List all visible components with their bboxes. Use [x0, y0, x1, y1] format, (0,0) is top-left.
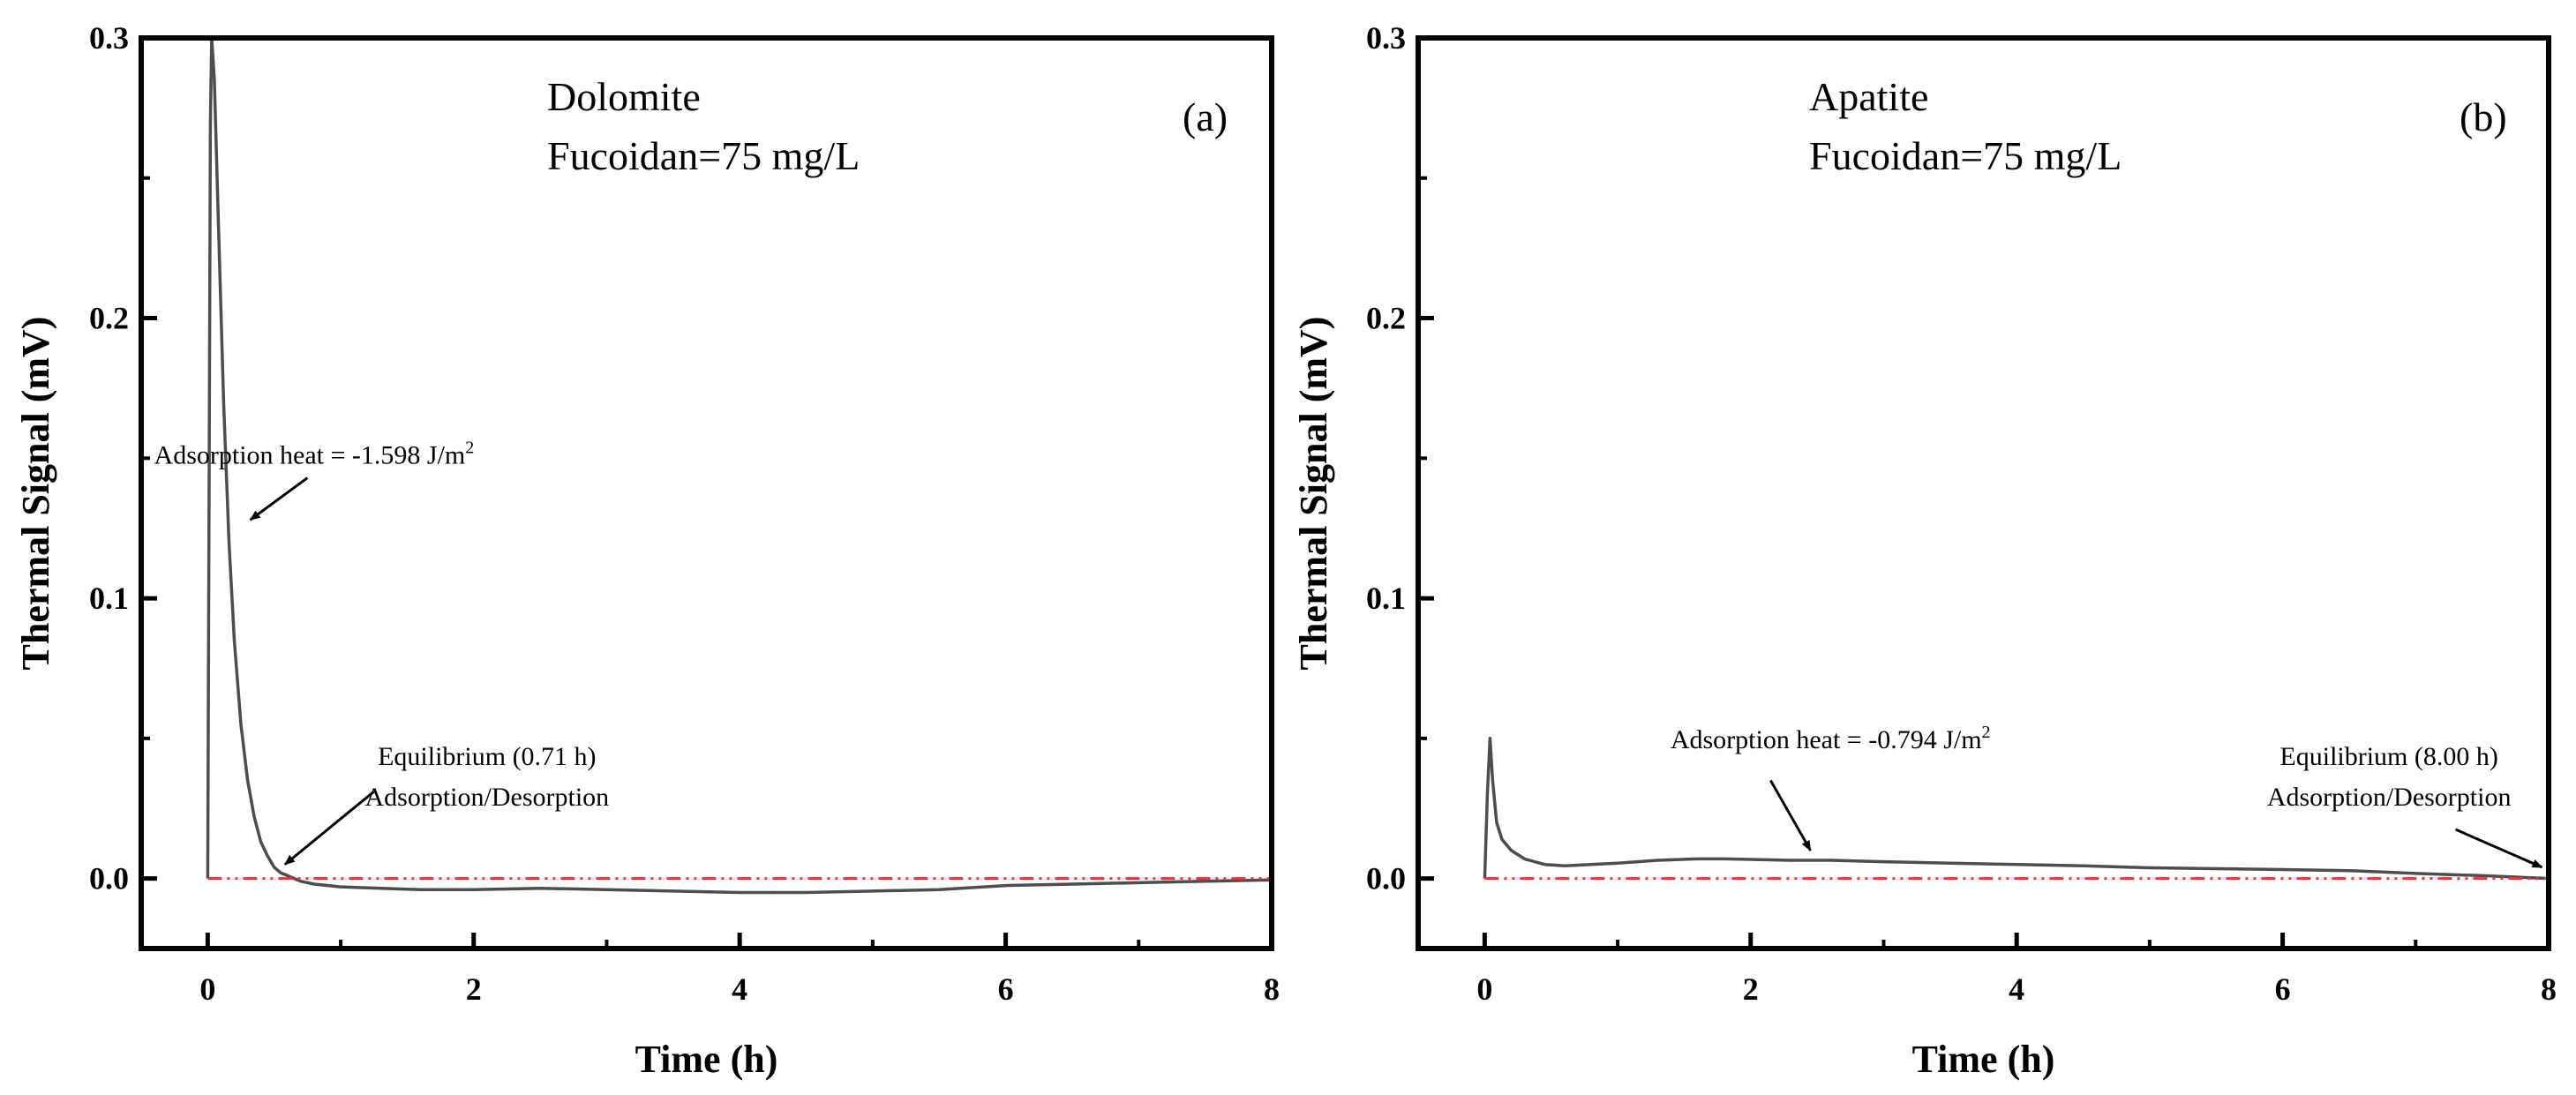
- concentration-label: Fucoidan=75 mg/L: [1809, 133, 2122, 178]
- x-tick-label: 8: [1264, 971, 1280, 1007]
- plot-frame: [1416, 35, 2551, 951]
- plot-frame: [139, 35, 1274, 951]
- x-tick-label: 0: [1476, 971, 1492, 1007]
- panel-b: 0 2 4 6 8 0.0 0.1 0.2 0.3 Time (h) Thermal Signal …: [1292, 20, 2557, 1081]
- annotation-text: Equilibrium (8.00 h): [2279, 742, 2497, 771]
- x-tick-label: 4: [732, 971, 747, 1007]
- x-tick-label: 6: [2275, 971, 2291, 1007]
- x-axis-title: Time (h): [1912, 1038, 2055, 1081]
- y-tick-label: 0.1: [1366, 581, 1406, 616]
- x-tick-label: 6: [998, 971, 1014, 1007]
- thermal-signal-line: [206, 36, 1273, 895]
- y-tick-label: 0.0: [1366, 861, 1406, 896]
- annotation-arrow: [249, 476, 309, 521]
- annotation-arrow: [1769, 779, 1812, 851]
- annotation-text: Adsorption heat = -1.598 J/m2: [154, 439, 475, 470]
- y-tick-label: 0.2: [89, 301, 129, 336]
- mineral-label: Apatite: [1809, 74, 1928, 119]
- y-tick-label: 0.2: [1366, 301, 1406, 336]
- panel-label: (a): [1183, 94, 1228, 139]
- panel-label: (b): [2460, 94, 2507, 139]
- concentration-label: Fucoidan=75 mg/L: [547, 133, 860, 178]
- panel-a: 0 2 4 6 8 0.0 0.1 0.2 0.3 Time (h) Thermal Signal …: [14, 20, 1280, 1081]
- x-tick-label: 2: [466, 971, 482, 1007]
- annotation-text: Equilibrium (0.71 h): [378, 742, 596, 771]
- y-tick-label: 0.0: [89, 861, 129, 896]
- y-tick-label: 0.1: [89, 581, 129, 616]
- mineral-label: Dolomite: [547, 74, 701, 119]
- y-axis-title: Thermal Signal (mV): [1292, 317, 1335, 671]
- y-axis-title: Thermal Signal (mV): [14, 317, 57, 671]
- annotation-text: Adsorption/Desorption: [365, 783, 610, 812]
- annotation-arrow: [2454, 828, 2543, 869]
- x-tick-label: 0: [199, 971, 215, 1007]
- x-tick-label: 2: [1743, 971, 1759, 1007]
- x-tick-label: 8: [2541, 971, 2557, 1007]
- x-axis-title: Time (h): [635, 1038, 778, 1081]
- y-tick-label: 0.3: [1366, 20, 1406, 56]
- annotation-arrow: [283, 791, 375, 866]
- x-tick-label: 4: [2009, 971, 2024, 1007]
- annotation-text: Adsorption/Desorption: [2267, 783, 2512, 812]
- y-tick-label: 0.3: [89, 20, 129, 56]
- thermal-signal-line: [1483, 737, 2550, 881]
- annotation-text: Adsorption heat = -0.794 J/m2: [1671, 723, 1991, 754]
